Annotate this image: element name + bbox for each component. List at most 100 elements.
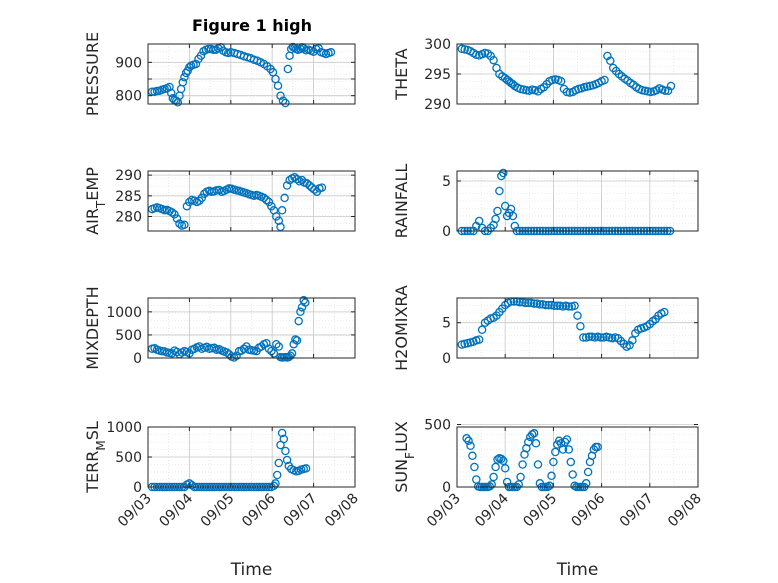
data-point bbox=[497, 454, 506, 464]
y-axis-label: AIRTEMP bbox=[83, 167, 108, 235]
x-axis-label: Time bbox=[230, 560, 273, 580]
data-point bbox=[301, 464, 311, 473]
y-tick-label: 5 bbox=[442, 174, 451, 190]
data-point bbox=[570, 301, 579, 311]
data-point bbox=[489, 55, 498, 65]
data-point bbox=[178, 78, 188, 87]
data-point bbox=[222, 348, 231, 357]
data-point bbox=[531, 439, 541, 448]
y-tick-label: 500 bbox=[115, 450, 142, 466]
data-point bbox=[191, 59, 201, 69]
y-tick-label: 0 bbox=[442, 480, 451, 496]
y-tick-label: 1000 bbox=[106, 420, 142, 436]
y-axis-label: SUNFLUX bbox=[392, 421, 417, 493]
data-point bbox=[606, 56, 615, 66]
y-tick-label: 500 bbox=[424, 418, 451, 434]
data-point bbox=[596, 333, 605, 342]
data-point bbox=[462, 434, 471, 443]
data-point bbox=[468, 451, 477, 461]
y-tick-label: 1000 bbox=[106, 305, 142, 321]
data-point bbox=[305, 181, 314, 190]
data-point bbox=[564, 445, 574, 454]
data-point bbox=[281, 98, 290, 108]
data-point bbox=[491, 462, 500, 472]
data-point bbox=[566, 457, 576, 467]
data-point bbox=[493, 206, 502, 216]
data-point bbox=[477, 325, 487, 335]
data-point bbox=[302, 179, 312, 188]
data-point bbox=[276, 91, 285, 100]
series-markers bbox=[457, 44, 676, 97]
series-markers bbox=[147, 42, 336, 108]
data-point bbox=[524, 437, 533, 447]
data-point bbox=[286, 351, 295, 360]
subplot-grid: 800 900 PRESSURE 290 295 300 THETA 280 285 290 AIR… bbox=[83, 32, 705, 580]
x-tick-label: 09/05 bbox=[520, 491, 560, 531]
data-point bbox=[292, 175, 302, 184]
y-axis-label: THETA bbox=[392, 48, 411, 100]
data-point bbox=[209, 45, 218, 54]
data-point bbox=[167, 208, 177, 217]
data-point bbox=[547, 471, 556, 481]
y-tick-label: 0 bbox=[133, 480, 142, 496]
x-axis-label: Time bbox=[556, 560, 599, 580]
data-point bbox=[570, 481, 579, 491]
x-tick-label: 09/06 bbox=[569, 490, 609, 530]
y-tick-label: 5 bbox=[442, 316, 451, 332]
data-point bbox=[499, 456, 508, 466]
data-point bbox=[576, 321, 585, 331]
axes-box bbox=[456, 170, 699, 232]
data-point bbox=[280, 193, 289, 203]
data-point bbox=[259, 193, 269, 203]
data-point bbox=[583, 467, 593, 477]
data-point bbox=[269, 349, 279, 358]
data-point bbox=[274, 458, 284, 468]
series-markers bbox=[147, 172, 327, 232]
data-point bbox=[301, 298, 310, 307]
data-point bbox=[272, 212, 281, 221]
data-point bbox=[272, 470, 282, 480]
data-point bbox=[568, 470, 577, 479]
y-tick-label: 290 bbox=[115, 168, 142, 184]
data-point bbox=[290, 172, 299, 182]
x-tick-label: 09/07 bbox=[617, 491, 657, 531]
x-tick-label: 09/05 bbox=[198, 491, 238, 531]
data-point bbox=[660, 307, 669, 317]
subplot-6: 0 5 H2OMIXRA bbox=[392, 285, 699, 371]
data-point bbox=[510, 221, 520, 231]
data-point bbox=[267, 346, 276, 356]
data-point bbox=[299, 296, 308, 305]
data-point bbox=[564, 302, 574, 311]
data-point bbox=[292, 336, 302, 345]
y-axis-label: RAINFALL bbox=[392, 164, 411, 239]
y-tick-label: 0 bbox=[442, 351, 451, 367]
y-axis-label: MIXDEPTH bbox=[83, 286, 102, 369]
data-point bbox=[660, 86, 670, 96]
y-tick-label: 0 bbox=[442, 224, 451, 240]
data-point bbox=[485, 482, 495, 491]
data-point bbox=[299, 44, 308, 53]
data-point bbox=[283, 64, 293, 74]
y-tick-label: 0 bbox=[133, 351, 142, 367]
data-point bbox=[175, 219, 184, 228]
data-point bbox=[495, 186, 504, 196]
data-point bbox=[296, 307, 305, 317]
data-point bbox=[172, 214, 182, 223]
axes-box bbox=[147, 297, 356, 359]
data-point bbox=[544, 300, 553, 310]
axes-box bbox=[456, 297, 699, 359]
data-point bbox=[474, 335, 484, 344]
data-point bbox=[593, 442, 602, 452]
data-point bbox=[516, 472, 525, 482]
data-point bbox=[499, 168, 508, 178]
data-point bbox=[317, 183, 327, 192]
data-point bbox=[326, 48, 336, 57]
data-point bbox=[264, 197, 274, 207]
y-tick-label: 900 bbox=[115, 55, 142, 71]
data-point bbox=[500, 464, 510, 473]
data-point bbox=[281, 446, 290, 456]
subplot-8: 0 500 09/03 09/04 09/05 09/06 09/07 09/08 SUNFLU… bbox=[392, 418, 705, 581]
data-point bbox=[282, 455, 292, 465]
subplot-3: 280 285 290 AIRTEMP bbox=[83, 167, 356, 235]
x-tick-label: 09/06 bbox=[239, 490, 279, 530]
